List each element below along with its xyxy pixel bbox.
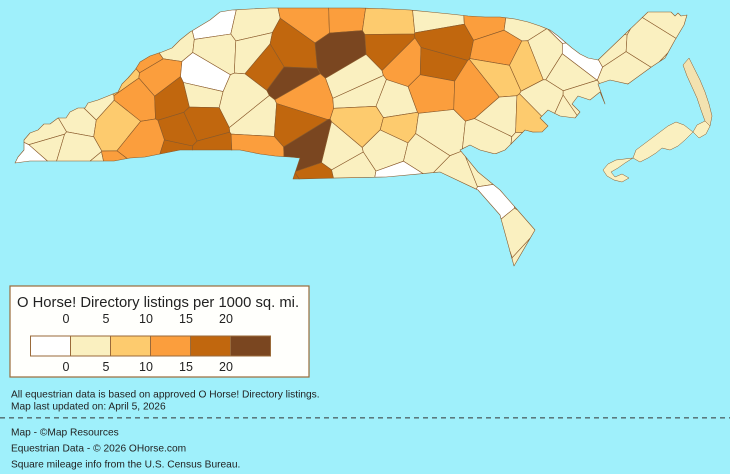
svg-text:5: 5 xyxy=(103,360,110,374)
svg-text:15: 15 xyxy=(179,312,193,326)
svg-text:Square mileage info from the U: Square mileage info from the U.S. Census… xyxy=(11,459,240,470)
svg-text:All equestrian data is based o: All equestrian data is based on approved… xyxy=(11,389,320,400)
svg-text:0: 0 xyxy=(63,360,70,374)
svg-text:20: 20 xyxy=(219,312,233,326)
svg-text:20: 20 xyxy=(219,360,233,374)
svg-text:0: 0 xyxy=(63,312,70,326)
svg-text:Map last updated on: April 5,: Map last updated on: April 5, 2026 xyxy=(11,402,166,413)
svg-text:15: 15 xyxy=(179,360,193,374)
svg-text:Map - ©Map Resources: Map - ©Map Resources xyxy=(11,427,119,438)
svg-text:Equestrian Data - © 2026 OHors: Equestrian Data - © 2026 OHorse.com xyxy=(11,443,186,454)
svg-text:10: 10 xyxy=(139,360,153,374)
svg-text:10: 10 xyxy=(139,312,153,326)
svg-text:O Horse! Directory listings pe: O Horse! Directory listings per 1000 sq.… xyxy=(17,295,299,311)
svg-text:5: 5 xyxy=(103,312,110,326)
